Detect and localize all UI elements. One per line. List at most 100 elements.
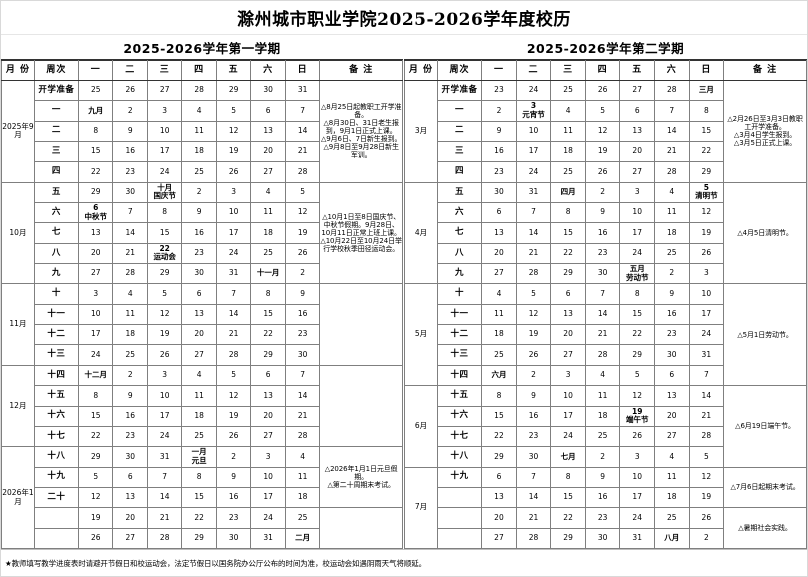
day-cell: 七月 [550, 446, 586, 468]
calendar-week-row: 2025年9月 开学准备 25 26 27 28 29 30 31 △8月25日起教职工开学准备。… [1, 79, 403, 183]
week-number-cell: 十七 [436, 425, 483, 448]
day-cell: 7 [584, 283, 621, 305]
day-cell: 23 [112, 161, 148, 183]
day-cell: 19 [688, 486, 725, 509]
day-value: 22 [159, 243, 170, 253]
calendar-week-row: 2026年1月 十八 29 30 31 一月 元旦 2 3 4 △2026年1月1日元旦假期。 △第二… [1, 446, 403, 549]
week-number-cell: 八 [33, 242, 79, 265]
day-cell: 7 [284, 100, 321, 122]
day-cell: 8 [688, 100, 725, 122]
week-number-cell: 十一 [33, 303, 79, 326]
day-cell: 12 [515, 303, 552, 326]
week-number-cell: 四 [33, 161, 79, 183]
week-number-cell: 一 [33, 100, 79, 122]
day-cell: 3 [215, 181, 252, 204]
remark-line: △8月30日、31日老生报到，9月1日正式上课。 [323, 119, 399, 136]
day-cell: 19 [215, 405, 252, 427]
calendar-week-row: 四 23 24 25 26 27 28 29 [405, 161, 807, 183]
day-cell: 15 [619, 303, 655, 326]
day-value: 5 [703, 182, 709, 192]
day-cell: 14 [584, 303, 621, 326]
week-number-cell: 开学准备 [33, 79, 79, 102]
day-cell: 20 [77, 242, 114, 265]
day-cell: 27 [619, 161, 655, 183]
day-cell: 22 [77, 161, 114, 183]
remark-cell: △4月5日清明节。 [723, 181, 807, 285]
day-cell: 27 [112, 527, 148, 550]
day-cell: 30 [112, 181, 148, 204]
day-cell: 7 [112, 202, 148, 224]
day-cell: 18 [112, 324, 148, 346]
day-cell: 16 [584, 222, 621, 244]
day-cell: 21 [653, 141, 690, 163]
day-cell: 9 [481, 120, 517, 143]
day-cell: 19 [77, 507, 114, 529]
col-header-week: 周次 [33, 60, 79, 81]
day-value: 一月 [191, 447, 207, 457]
day-cell: 26 [688, 242, 725, 265]
day-cell: 20 [112, 507, 148, 529]
day-cell: 14 [653, 120, 690, 143]
day-cell: 4 [653, 446, 690, 468]
month-label-cell: 4月 [404, 181, 438, 285]
week-number-cell: 十一 [436, 303, 483, 326]
month-label-cell: 10月 [1, 181, 35, 285]
remark-cell: △暑期社会实践。 [723, 507, 807, 549]
day-cell: 29 [215, 79, 252, 102]
day-cell: 21 [284, 141, 321, 163]
day-cell: 25 [653, 242, 690, 265]
day-value: 十月 [157, 182, 173, 192]
day-cell: 25 [181, 425, 217, 448]
day-cell: 19 [284, 222, 321, 244]
day-cell: 9 [653, 283, 690, 305]
calendar-week-row: 7月 十九 6 7 8 9 10 11 12 △7月6日起期末考试。 [404, 466, 807, 550]
week-number-cell [436, 507, 483, 529]
day-cell: 2 [481, 100, 517, 122]
calendar-week-row: 六 6 7 8 9 10 11 12 [405, 202, 807, 224]
day-value: 四月 [560, 187, 576, 197]
day-cell: 25 [481, 344, 517, 366]
day-cell: 23 [215, 507, 252, 529]
day-cell: 3 元宵节 [515, 100, 552, 122]
day-cell: 5 [284, 181, 321, 204]
day-cell: 10 [250, 466, 286, 488]
day-cell: 5 [146, 283, 183, 305]
remark-cell: △5月1日劳动节。 [723, 283, 807, 387]
day-cell: 14 [688, 385, 725, 407]
remark-line: 7月 [414, 502, 428, 512]
remark-line: △暑期社会实践。 [738, 524, 792, 533]
day-cell: 3 [146, 364, 183, 387]
remark-line: △10月22日至10月24日举行学校秋季田径运动会。 [320, 237, 402, 254]
week-number-cell: 十五 [436, 385, 483, 407]
day-cell: 22 [688, 141, 725, 163]
day-cell: 29 [481, 446, 517, 468]
day-cell: 24 [77, 344, 114, 366]
festival-label: 运动会 [153, 252, 176, 262]
day-cell: 6 [112, 466, 148, 488]
day-cell: 2 [284, 263, 321, 285]
day-cell: 19 端午节 [619, 405, 655, 427]
day-cell: 23 [653, 324, 690, 346]
day-cell: 18 [284, 486, 321, 509]
day-cell: 23 [515, 425, 552, 448]
day-cell: 12 [284, 202, 321, 224]
day-cell: 14 [284, 120, 321, 143]
day-cell: 13 [481, 486, 517, 509]
day-cell: 7 [515, 466, 552, 488]
col-header-wednesday: 三 [146, 60, 183, 81]
day-cell: 27 [250, 161, 286, 183]
day-cell: 4 [112, 283, 148, 305]
col-header-sunday: 日 [688, 60, 725, 81]
day-cell: 9 [584, 202, 621, 224]
day-cell: 30 [250, 79, 286, 102]
day-value: 十一月 [256, 268, 280, 278]
remark-cell: △6月19日端午节。 [723, 385, 807, 468]
day-cell: 9 [515, 385, 552, 407]
day-cell: 16 [515, 405, 552, 427]
day-cell: 20 [250, 141, 286, 163]
day-cell: 22 [77, 425, 114, 448]
day-cell: 28 [653, 161, 690, 183]
day-cell: 8 [181, 466, 217, 488]
day-cell: 29 [77, 181, 114, 204]
day-cell: 6 [619, 100, 655, 122]
